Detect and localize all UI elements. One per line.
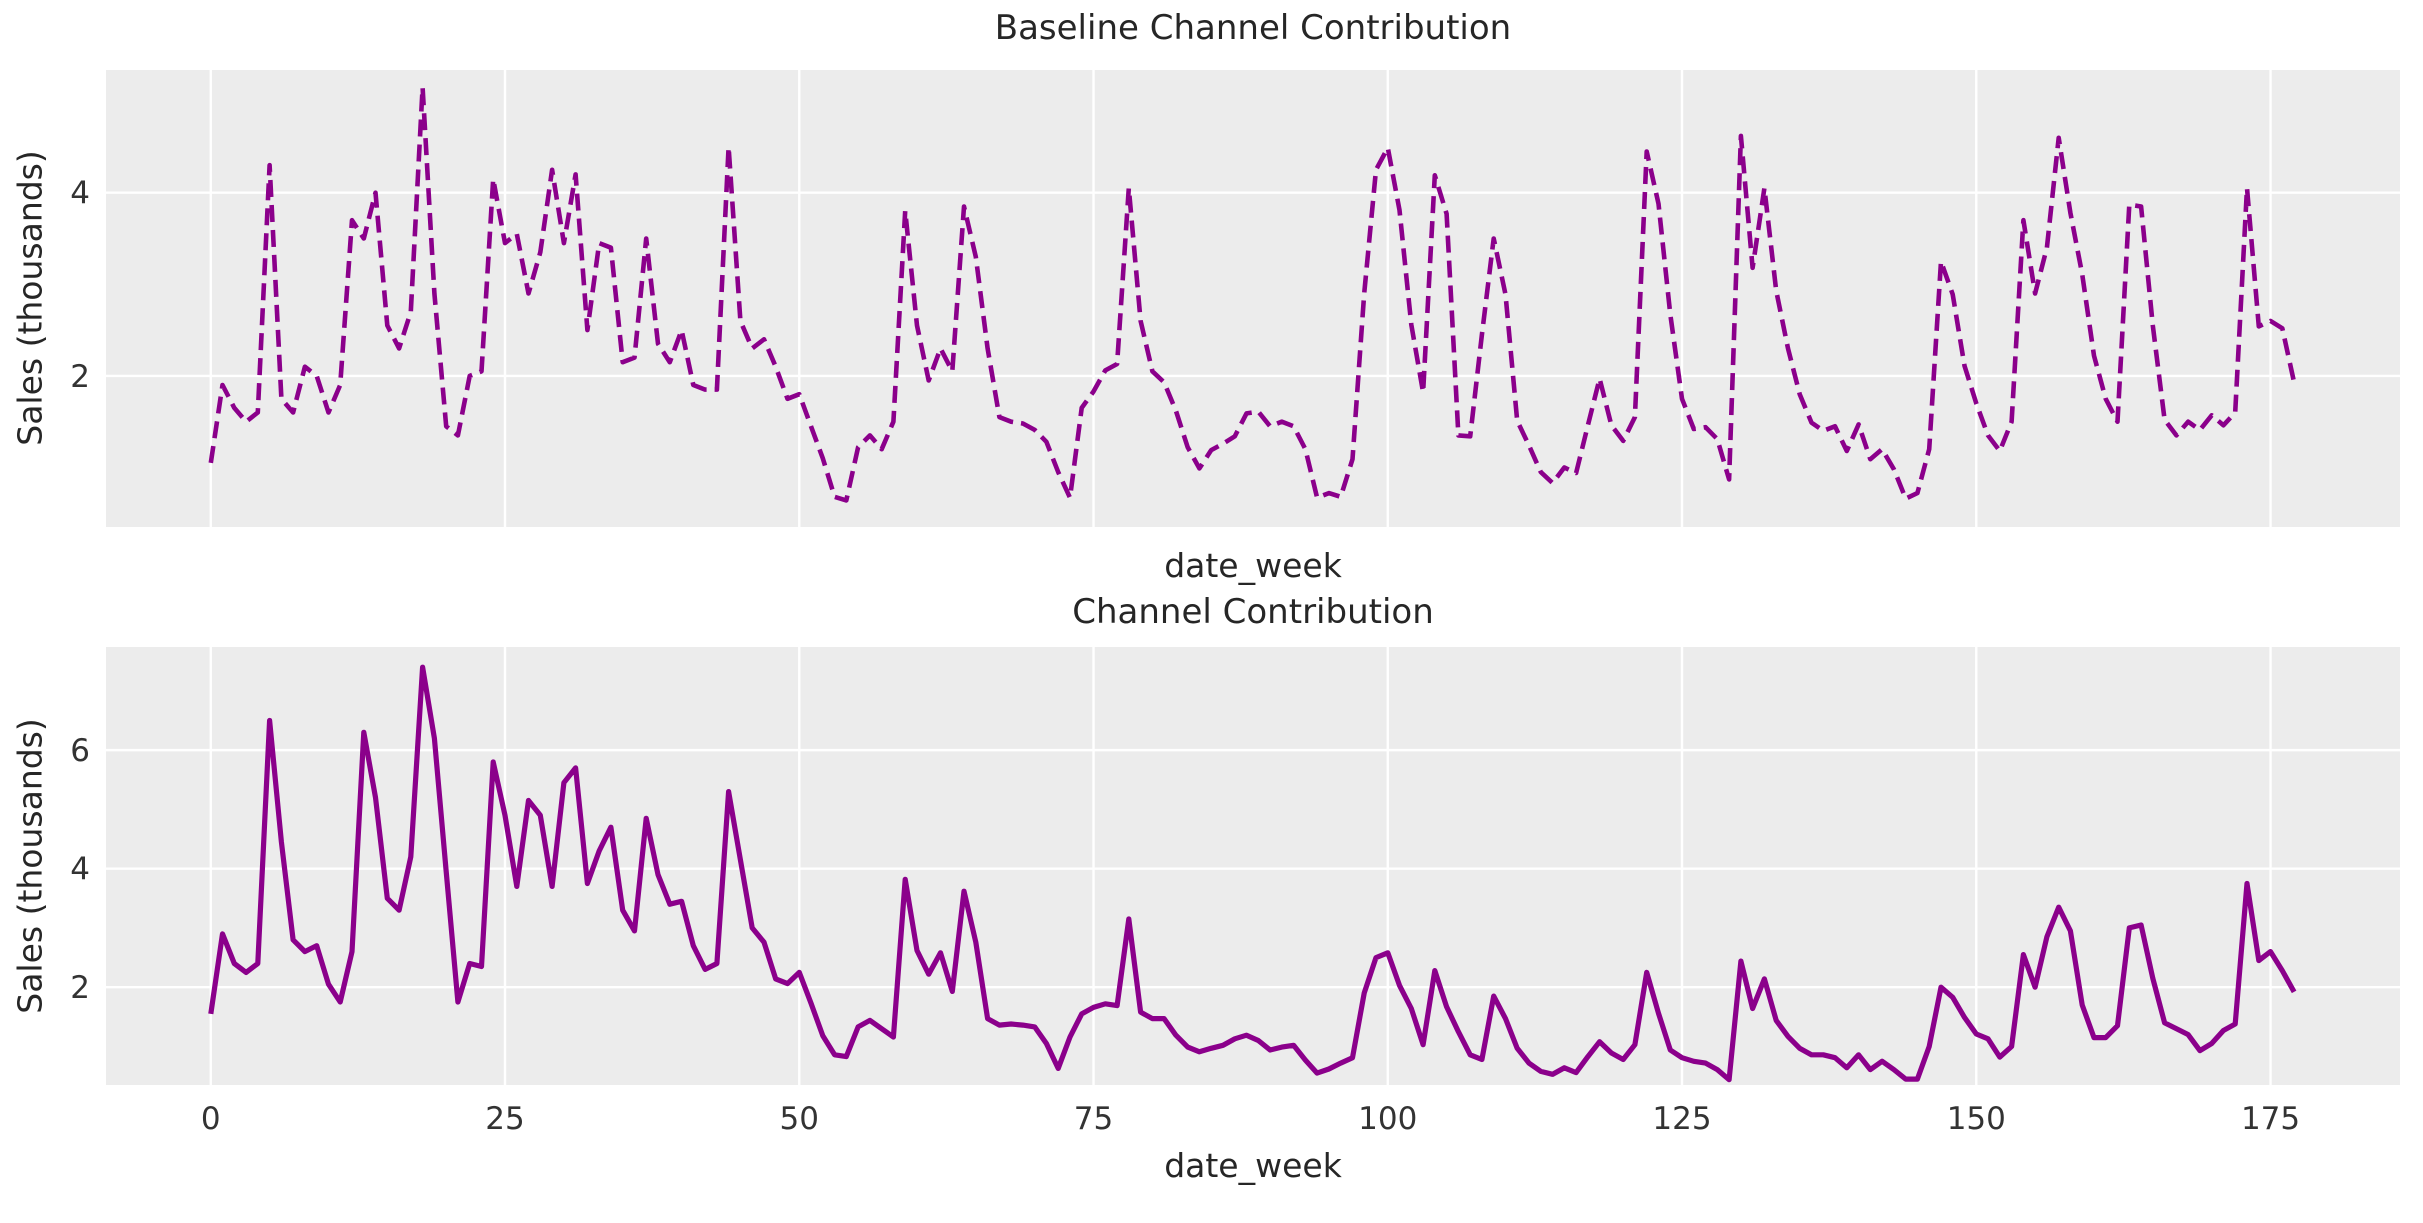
x-tick-label: 150 (1947, 1101, 2006, 1137)
x-tick-label: 25 (485, 1101, 524, 1137)
y-tick-label: 6 (70, 733, 90, 769)
bottom-x-axis-label: date_week (1164, 1146, 1342, 1185)
y-tick-label: 2 (70, 359, 90, 395)
y-tick-label: 2 (70, 970, 90, 1006)
y-tick-label: 4 (70, 852, 90, 888)
x-tick-label: 75 (1074, 1101, 1113, 1137)
x-tick-label: 100 (1358, 1101, 1417, 1137)
bottom-y-axis-label: Sales (thousands) (10, 718, 50, 1014)
chart-panel-1: 2 4 6 0 25 50 75 100 125 150 175 (70, 647, 2400, 1137)
top-x-axis-label: date_week (1164, 546, 1342, 585)
top-chart-title: Baseline Channel Contribution (994, 8, 1512, 48)
x-tick-label: 175 (2241, 1101, 2300, 1137)
x-tick-label: 0 (201, 1101, 221, 1137)
plot-background (106, 70, 2400, 527)
baseline-series-line (208, 85, 2297, 503)
plot-background (106, 647, 2400, 1085)
bottom-chart-title: Channel Contribution (1072, 592, 1434, 632)
channel-series-line (208, 664, 2297, 1083)
chart-panel-0: 24 (70, 70, 2400, 527)
y-tick-label: 4 (70, 176, 90, 212)
x-tick-label: 50 (780, 1101, 819, 1137)
x-tick-label: 125 (1652, 1101, 1711, 1137)
